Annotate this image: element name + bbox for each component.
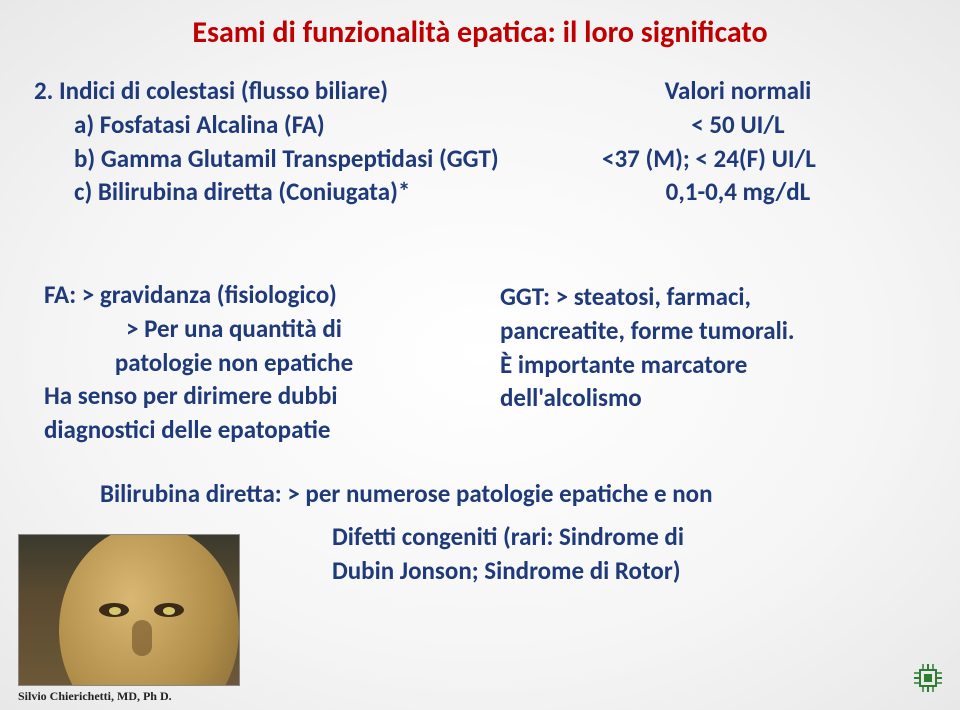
section2-heading: 2. Indici di colestasi (flusso biliare) — [34, 74, 499, 108]
section2-b: b) Gamma Glutamil Transpeptidasi (GGT) — [34, 142, 499, 176]
section2-a: a) Fosfatasi Alcalina (FA) — [34, 108, 499, 142]
corner-chip-icon — [914, 664, 942, 692]
fa-l4: Ha senso per dirimere dubbi — [44, 379, 424, 413]
ggt-l4: dell'alcolismo — [500, 381, 795, 415]
footer-author: Silvio Chierichetti, MD, Ph D. — [18, 689, 172, 704]
valori-l3: 0,1-0,4 mg/dL — [660, 175, 816, 209]
fa-l5: diagnostici delle epatopatie — [44, 413, 424, 447]
ggt-l1: GGT: > steatosi, farmaci, — [500, 280, 795, 314]
bili-l2: Difetti congeniti (rari: Sindrome di — [332, 520, 684, 554]
ggt-l3: È importante marcatore — [500, 348, 795, 382]
fa-block: FA: > gravidanza (fisiologico) > Per una… — [44, 278, 424, 447]
valori-heading: Valori normali — [660, 74, 816, 108]
valori-normali: Valori normali < 50 UI/L <37 (M); < 24(F… — [660, 74, 816, 209]
ggt-l2: pancreatite, forme tumorali. — [500, 314, 795, 348]
slide-title: Esami di funzionalità epatica: il loro s… — [0, 14, 960, 51]
difetti-block: Difetti congeniti (rari: Sindrome di Dub… — [332, 520, 684, 588]
valori-l2: <37 (M); < 24(F) UI/L — [602, 142, 816, 176]
section2-c: c) Bilirubina diretta (Coniugata)* — [34, 175, 499, 209]
ggt-block: GGT: > steatosi, farmaci, pancreatite, f… — [500, 280, 795, 415]
chip-icon-svg — [914, 664, 942, 692]
section-cholestasis: 2. Indici di colestasi (flusso biliare) … — [34, 74, 499, 209]
bilirubina-line: Bilirubina diretta: > per numerose patol… — [100, 478, 713, 509]
valori-l1: < 50 UI/L — [660, 108, 816, 142]
fa-l3: patologie non epatiche — [44, 346, 424, 380]
fa-l2: > Per una quantità di — [44, 312, 424, 346]
clinical-photo — [18, 534, 240, 686]
bili-l3: Dubin Jonson; Sindrome di Rotor) — [332, 554, 684, 588]
fa-l1: FA: > gravidanza (fisiologico) — [44, 278, 424, 312]
